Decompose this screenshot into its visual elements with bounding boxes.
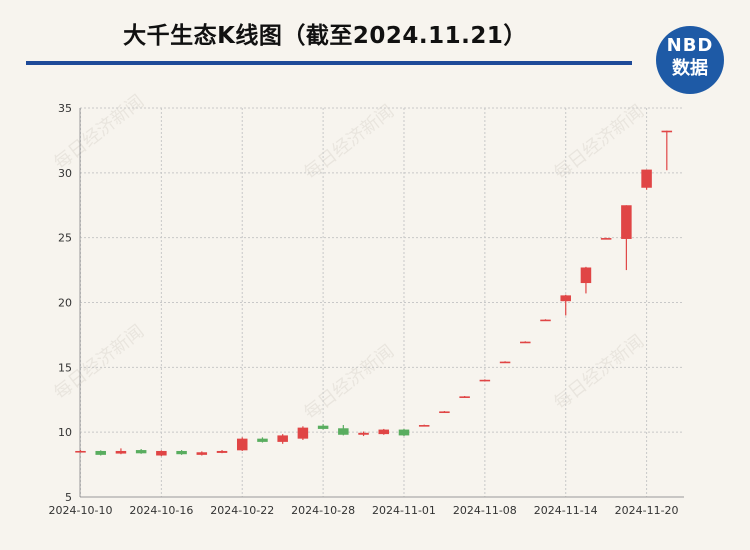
x-tick-label: 2024-10-16 [129,504,193,517]
x-tick-label: 2024-11-20 [615,504,679,517]
candle-body [641,169,652,188]
candle-body [176,450,187,455]
candle [176,450,187,455]
candle-body [297,427,309,439]
candle [520,341,531,344]
grid [80,107,684,498]
candle [439,411,450,414]
candle [499,361,511,364]
candle-body [378,429,390,435]
candle-body [338,428,349,435]
candle-body [115,450,127,454]
y-tick-label: 5 [65,491,72,504]
candle [459,395,470,398]
candle [418,424,430,427]
watermark-text: 每日经济新闻 [550,331,648,414]
candle-body [236,438,248,451]
y-tick-label: 30 [58,167,72,180]
candle-body [621,205,632,239]
candle [216,450,228,454]
candle-body [317,425,329,429]
candle [317,424,329,430]
candle-body [75,450,86,453]
candle [156,450,167,457]
candle [378,428,390,435]
watermark-text: 每日经济新闻 [300,341,398,424]
axes [79,108,684,498]
y-tick-label: 35 [58,102,72,115]
candle-body [600,238,612,240]
candle-body [499,361,511,364]
logo-text-top: NBD [666,35,714,56]
candle [600,237,612,240]
candle [358,431,369,437]
x-tick-label: 2024-11-14 [534,504,598,517]
candle-body [358,432,369,435]
candle-body [661,130,673,133]
candle-body [520,341,531,344]
candle [661,130,673,171]
candle [135,449,147,454]
candle [338,425,349,436]
candle-body [277,435,288,442]
x-tick-label: 2024-11-01 [372,504,436,517]
candle [297,426,309,440]
candle-body [540,319,551,322]
candle-body [418,425,430,427]
candle [479,379,491,382]
candle [641,169,652,190]
candle [95,450,106,456]
candle-body [439,411,450,414]
candle-body [257,438,268,442]
candle [236,437,248,451]
candles [75,130,673,457]
x-tick-label: 2024-10-28 [291,504,355,517]
candle-body [479,379,491,382]
watermark-text: 每日经济新闻 [550,101,648,184]
x-tick-label: 2024-10-22 [210,504,274,517]
candle [115,448,127,455]
candle [75,450,86,453]
candle-body [156,450,167,456]
candle-body [196,452,208,455]
candle-body [580,267,592,284]
chart-title: 大千生态K线图（截至2024.11.21） [123,23,527,49]
candle-body [216,450,228,453]
candle [580,266,592,294]
candle [560,294,571,316]
x-tick-label: 2024-11-08 [453,504,517,517]
candle [277,434,288,444]
candle [196,451,208,456]
candle-body [95,450,106,455]
logo-text-bottom: 数据 [672,58,708,79]
candle-body [560,295,571,302]
x-tick-label: 2024-10-10 [49,504,113,517]
labels: 5 10 15 20 25 30 35 2024-10-10 2024-10-16 2024-10… [49,102,679,517]
watermark-text: 每日经济新闻 [300,101,398,184]
title-underline [26,61,632,65]
candle [540,319,551,322]
y-tick-label: 20 [58,297,72,310]
y-tick-label: 15 [58,361,72,374]
candle [621,205,632,271]
candle [398,428,410,437]
y-tick-label: 25 [58,232,72,245]
nbd-logo: NBD 数据 [656,26,724,94]
candle [257,437,268,443]
candle-body [459,396,470,398]
candle-body [135,450,147,454]
candle-body [398,429,410,436]
y-tick-label: 10 [58,426,72,439]
